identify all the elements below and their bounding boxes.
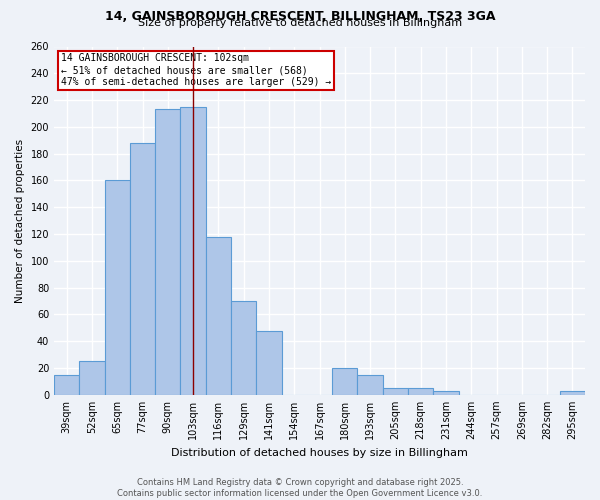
Bar: [130, 143, 155, 395]
Y-axis label: Number of detached properties: Number of detached properties: [15, 138, 25, 302]
X-axis label: Distribution of detached houses by size in Billingham: Distribution of detached houses by size …: [171, 448, 468, 458]
Bar: [433, 391, 458, 395]
Bar: [231, 301, 256, 395]
Bar: [408, 388, 433, 395]
Bar: [560, 391, 585, 395]
Bar: [206, 236, 231, 395]
Bar: [181, 107, 206, 395]
Bar: [358, 374, 383, 395]
Text: Size of property relative to detached houses in Billingham: Size of property relative to detached ho…: [138, 18, 462, 28]
Text: Contains HM Land Registry data © Crown copyright and database right 2025.
Contai: Contains HM Land Registry data © Crown c…: [118, 478, 482, 498]
Text: 14 GAINSBOROUGH CRESCENT: 102sqm
← 51% of detached houses are smaller (568)
47% : 14 GAINSBOROUGH CRESCENT: 102sqm ← 51% o…: [61, 54, 331, 86]
Text: 14, GAINSBOROUGH CRESCENT, BILLINGHAM, TS23 3GA: 14, GAINSBOROUGH CRESCENT, BILLINGHAM, T…: [105, 10, 495, 23]
Bar: [54, 374, 79, 395]
Bar: [383, 388, 408, 395]
Bar: [79, 362, 104, 395]
Bar: [256, 330, 281, 395]
Bar: [332, 368, 358, 395]
Bar: [104, 180, 130, 395]
Bar: [155, 110, 181, 395]
